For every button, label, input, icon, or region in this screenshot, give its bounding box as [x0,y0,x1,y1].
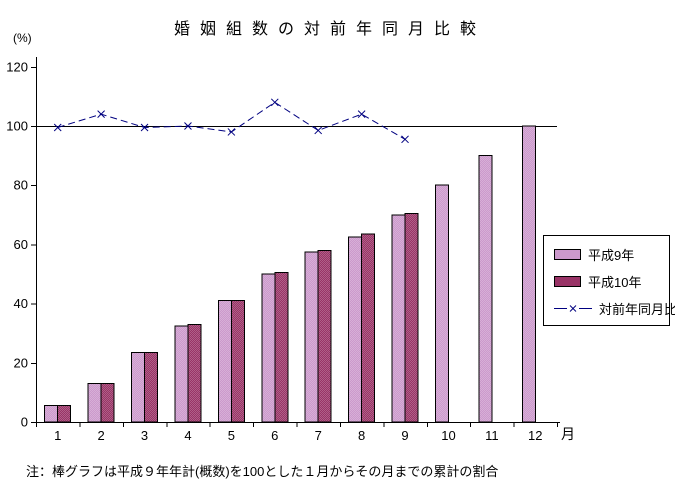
y-tick-label-20: 20 [14,355,28,370]
ratio-marker-month-7 [314,126,323,135]
legend-item-ratio: 対前年同月比 [554,295,675,322]
footnote: 注：棒グラフは平成９年年計(概数)を100とした１月からその月までの累計の割合 [26,464,499,479]
bar-heisei10-month-5 [230,300,245,423]
bar-heisei9-month-9 [391,214,406,423]
bar-heisei10-month-2 [100,383,115,423]
bar-heisei9-month-4 [174,325,189,423]
bar-heisei9-month-7 [304,251,319,423]
bar-heisei10-month-3 [144,351,159,423]
bar-heisei9-month-8 [348,236,363,423]
x-marker-stroke [401,135,409,144]
bar-heisei9-month-6 [261,273,276,423]
x-axis-unit-label: 月 [561,426,575,442]
bar-heisei10-month-7 [317,249,332,423]
legend-label-heisei9: 平成9年 [588,248,635,263]
y-axis-unit-label: (%) [13,31,32,45]
ratio-marker-month-2 [97,110,105,119]
y-tick-label-80: 80 [14,178,28,193]
x-label-month-4: 4 [184,428,191,443]
bar-heisei10-month-1 [57,405,72,423]
x-label-month-12: 12 [528,428,542,443]
legend-label-ratio: 対前年同月比 [599,302,675,317]
legend-item-heisei9: 平成9年 [554,241,669,268]
bar-heisei10-month-6 [274,272,289,423]
legend-swatch-heisei10-icon [554,276,581,287]
bar-heisei9-month-12 [521,125,536,423]
legend-label-heisei10: 平成10年 [588,275,642,290]
chart-title: 婚姻組数の対前年同月比較 [173,21,486,38]
x-marker-stroke [227,128,236,136]
x-label-month-3: 3 [141,428,148,443]
ratio-marker-month-5 [227,128,236,136]
y-tick-label-40: 40 [14,296,28,311]
bar-heisei9-month-1 [44,405,59,423]
x-label-month-8: 8 [358,428,365,443]
y-tick-label-120: 120 [6,59,28,74]
ratio-line [57,101,406,140]
x-label-month-2: 2 [98,428,105,443]
x-label-month-11: 11 [485,428,499,443]
bar-heisei9-month-2 [87,383,102,423]
x-marker-stroke [97,110,105,119]
x-label-month-1: 1 [54,428,61,443]
bar-heisei9-month-3 [131,351,146,423]
y-tick-label-100: 100 [6,119,28,134]
x-marker-stroke [184,122,192,130]
bar-heisei10-month-9 [404,212,419,423]
bar-heisei9-month-5 [217,300,232,423]
ratio-marker-month-9 [401,135,409,144]
x-marker-stroke [140,123,149,132]
x-marker-stroke [357,110,366,119]
x-label-month-9: 9 [401,428,408,443]
legend-item-heisei10: 平成10年 [554,268,669,295]
ratio-marker-month-3 [140,123,149,132]
x-marker-stroke [53,123,62,132]
x-marker-stroke [270,98,279,107]
y-tick-label-60: 60 [14,237,28,252]
legend-swatch-heisei9-icon [554,249,581,260]
x-marker-stroke [314,126,323,135]
bar-heisei10-month-4 [187,323,202,423]
x-label-month-5: 5 [228,428,235,443]
bar-heisei9-month-11 [478,155,493,423]
legend-dashed-line-x-marker-icon [554,305,592,312]
x-label-month-10: 10 [441,428,455,443]
bar-heisei9-month-10 [434,184,449,423]
ratio-marker-month-1 [53,123,62,132]
x-label-month-6: 6 [271,428,278,443]
legend: 平成9年 平成10年 対前年同月比 [543,235,675,326]
x-label-month-7: 7 [315,428,322,443]
y-tick-label-0: 0 [21,415,28,430]
bar-heisei10-month-8 [361,233,376,423]
ratio-marker-month-6 [270,98,279,107]
ratio-marker-month-8 [357,110,366,119]
ratio-marker-month-4 [184,122,192,130]
